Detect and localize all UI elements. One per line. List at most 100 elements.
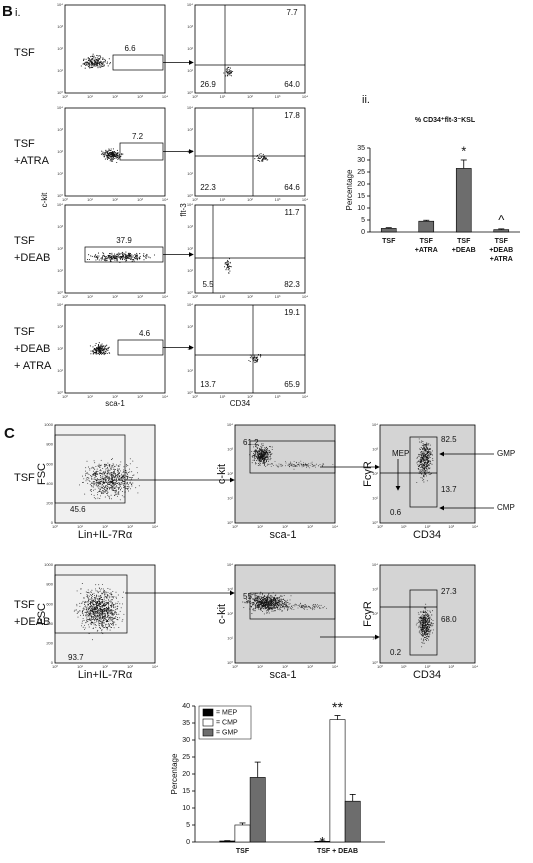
event-dot xyxy=(115,151,117,153)
event-dot xyxy=(114,259,116,261)
event-dot xyxy=(96,479,98,481)
event-dot xyxy=(111,458,113,460)
x-tick-label: 10² xyxy=(112,294,118,299)
event-dot xyxy=(104,591,105,593)
x-tick-label: 10² xyxy=(112,394,118,399)
event-dot xyxy=(104,591,106,593)
event-dot xyxy=(251,606,253,607)
event-dot xyxy=(266,452,268,454)
event-dot xyxy=(106,628,108,629)
event-dot xyxy=(292,607,294,609)
event-dot xyxy=(267,604,269,606)
event-dot xyxy=(90,613,92,615)
event-dot xyxy=(104,153,106,155)
y-tick-label: 10³ xyxy=(227,587,233,592)
event-dot xyxy=(293,609,295,610)
event-dot xyxy=(93,608,95,610)
event-dot xyxy=(427,619,428,621)
event-dot xyxy=(106,63,108,65)
event-dot xyxy=(279,596,280,598)
event-dot xyxy=(89,618,91,620)
event-dot xyxy=(88,612,90,614)
y-tick-label: 800 xyxy=(46,442,53,447)
event-dot xyxy=(107,471,109,473)
event-dot xyxy=(310,608,311,609)
event-dot xyxy=(100,608,102,610)
event-dot xyxy=(423,458,425,460)
event-dot xyxy=(428,627,430,628)
event-dot xyxy=(107,257,109,259)
event-dot xyxy=(101,348,103,350)
event-dot xyxy=(106,348,108,350)
event-dot xyxy=(105,154,107,156)
event-dot xyxy=(113,471,115,473)
event-dot xyxy=(420,453,422,455)
event-dot xyxy=(115,487,117,489)
event-dot xyxy=(271,453,273,455)
event-dot xyxy=(89,67,91,69)
event-dot xyxy=(428,631,430,633)
y-tick-label: 10⁰ xyxy=(57,390,63,395)
event-dot xyxy=(117,468,119,470)
event-dot xyxy=(430,462,432,464)
event-dot xyxy=(308,463,310,464)
y-tick-label: 10² xyxy=(227,471,233,476)
event-dot xyxy=(432,610,433,612)
event-dot xyxy=(267,452,269,454)
event-dot xyxy=(293,461,295,462)
event-dot xyxy=(273,597,275,599)
x-tick-label: 10⁴ xyxy=(472,524,478,529)
event-dot xyxy=(99,602,101,604)
event-dot xyxy=(420,457,422,459)
event-dot xyxy=(279,603,281,605)
event-dot xyxy=(422,453,424,455)
event-dot xyxy=(266,612,268,614)
event-dot xyxy=(305,606,306,607)
event-dot xyxy=(303,606,305,608)
event-dot xyxy=(108,495,110,497)
event-dot xyxy=(109,593,111,595)
event-dot xyxy=(104,594,106,595)
event-dot xyxy=(112,616,114,618)
event-dot xyxy=(252,607,254,609)
event-dot xyxy=(285,601,287,603)
event-dot xyxy=(92,604,94,606)
event-dot xyxy=(102,615,103,617)
event-dot xyxy=(266,453,268,455)
event-dot xyxy=(99,348,101,350)
x-tick-label: 10² xyxy=(247,294,253,299)
event-dot xyxy=(101,604,103,606)
event-dot xyxy=(226,68,228,70)
event-dot xyxy=(422,463,424,465)
event-dot xyxy=(111,609,113,611)
event-dot xyxy=(88,609,89,610)
event-dot xyxy=(109,625,111,627)
event-dot xyxy=(118,252,120,254)
event-dot xyxy=(122,255,124,257)
event-dot xyxy=(109,469,111,471)
event-dot xyxy=(420,638,422,640)
event-dot xyxy=(322,463,324,465)
event-dot xyxy=(101,602,103,604)
event-dot xyxy=(259,464,261,466)
event-dot xyxy=(267,599,269,601)
event-dot xyxy=(102,490,103,492)
event-dot xyxy=(80,65,82,67)
event-dot xyxy=(266,601,267,603)
event-dot xyxy=(122,478,124,479)
event-dot xyxy=(299,465,300,467)
event-dot xyxy=(105,351,107,353)
event-dot xyxy=(112,256,115,259)
quadrant-value: 65.9 xyxy=(284,380,300,389)
event-dot xyxy=(92,610,93,612)
y-tick-label: 1000 xyxy=(44,562,54,567)
event-dot xyxy=(255,462,257,464)
row-label: TSF xyxy=(14,235,35,247)
event-dot xyxy=(262,457,264,459)
event-dot xyxy=(113,479,115,481)
dot-cloud xyxy=(242,591,292,615)
event-dot xyxy=(89,609,91,611)
event-dot xyxy=(97,497,99,499)
y-tick-label: 10³ xyxy=(57,224,63,229)
event-dot xyxy=(301,605,303,607)
